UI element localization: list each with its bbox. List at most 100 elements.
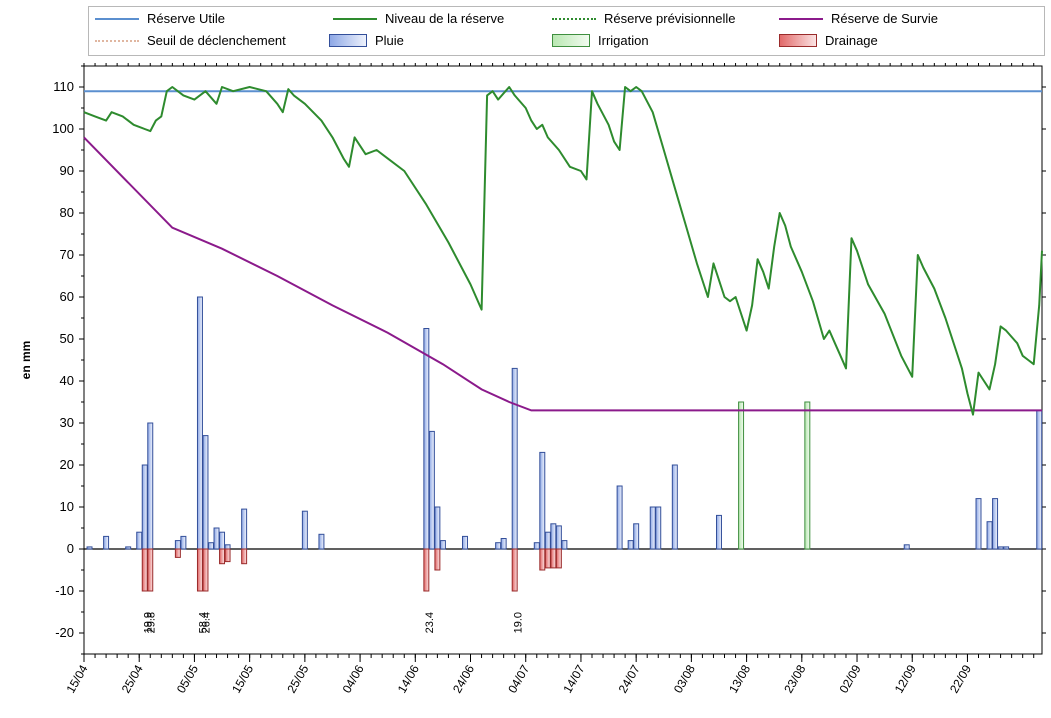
drainage-bar	[196, 548, 203, 592]
pluie-bar	[500, 538, 507, 550]
pluie-bar	[671, 464, 678, 550]
drainage-bar	[544, 548, 551, 569]
drainage-bar	[174, 548, 181, 558]
x-tick-label: 05/05	[174, 662, 201, 695]
legend-item-drainage: Drainage	[775, 33, 878, 48]
x-tick-label: 24/07	[616, 662, 643, 695]
pluie-bar	[903, 544, 910, 550]
pluie-bar	[208, 542, 214, 550]
pluie-bar	[627, 540, 634, 550]
drainage-bar	[219, 548, 226, 565]
pluie-bar	[533, 542, 540, 550]
pluie-bar	[544, 531, 551, 550]
legend-swatch-pluie	[329, 34, 367, 47]
pluie-bar	[147, 422, 154, 550]
x-tick-label: 22/09	[947, 662, 974, 695]
niveau-reserve-line	[83, 86, 1043, 416]
pluie-bar	[241, 508, 248, 550]
pluie-bar	[997, 546, 1004, 550]
drainage-bar	[141, 548, 148, 592]
pluie-bar	[213, 527, 220, 550]
pluie-bar	[1003, 546, 1010, 550]
pluie-bar	[539, 451, 546, 550]
pluie-bar	[136, 531, 143, 550]
pluie-bar	[86, 546, 93, 550]
x-tick-label: 02/09	[836, 662, 863, 695]
drainage-bar	[423, 548, 430, 592]
pluie-bar	[1036, 409, 1043, 550]
legend-label: Réserve Utile	[147, 11, 226, 26]
y-tick-label: 110	[53, 79, 74, 94]
y-tick-label: 60	[60, 289, 74, 304]
legend-label: Réserve prévisionnelle	[604, 11, 736, 26]
x-tick-label: 13/08	[726, 662, 753, 695]
drainage-annotation: 19.0	[512, 612, 524, 633]
x-tick-label: 25/05	[284, 662, 311, 695]
legend-swatch-reserve-survie	[779, 17, 823, 20]
y-tick-label: -20	[55, 625, 74, 640]
pluie-bar	[318, 533, 325, 550]
pluie-bar	[196, 296, 203, 550]
legend-label: Irrigation	[598, 33, 649, 48]
drainage-bar	[202, 548, 209, 592]
pluie-bar	[180, 535, 187, 550]
y-tick-label: -10	[55, 583, 74, 598]
x-tick-label: 12/09	[892, 662, 919, 695]
drainage-bar	[147, 548, 154, 592]
y-tick-label: 0	[67, 541, 74, 556]
y-tick-label: 70	[60, 247, 74, 262]
drainage-annotation: 29.8	[145, 612, 157, 633]
drainage-bar	[511, 548, 518, 592]
drainage-bar	[224, 548, 231, 563]
drainage-bar	[241, 548, 248, 565]
legend-item-reserve-survie: Réserve de Survie	[779, 11, 938, 26]
pluie-bar	[301, 510, 308, 550]
plot-area: -20 -10 0 10 20 30 40 50 60 70 80 90 100 110 en mm 15/0…	[19, 63, 1046, 696]
drainage-bar	[539, 548, 546, 571]
y-tick-label: 90	[60, 163, 74, 178]
pluie-bar	[219, 531, 226, 550]
x-tick-label: 03/08	[671, 662, 698, 695]
x-tick-label: 14/06	[395, 662, 422, 695]
pluie-bar	[439, 540, 446, 550]
legend-item-irrigation: Irrigation	[548, 33, 649, 48]
y-tick-label: 80	[60, 205, 74, 220]
reserve-survie-line	[83, 136, 1042, 412]
legend-label: Niveau de la réserve	[385, 11, 505, 26]
legend-label: Seuil de déclenchement	[147, 33, 286, 48]
legend-swatch-drainage	[779, 34, 817, 47]
legend-label: Réserve de Survie	[831, 11, 938, 26]
x-tick-label: 04/07	[505, 662, 532, 695]
pluie-bar	[633, 523, 640, 550]
pluie-bar	[975, 498, 982, 550]
drainage-annotation: 19.9	[142, 612, 154, 633]
legend-swatch-reserve-previsionnelle	[552, 17, 596, 20]
pluie-bar	[428, 430, 435, 550]
drainage-annotation: 26.4	[200, 612, 212, 633]
x-tick-label: 24/06	[450, 662, 477, 695]
pluie-bar	[555, 525, 562, 550]
y-tick-label: 10	[60, 499, 74, 514]
drainage-annotation: 58.4	[198, 612, 210, 633]
y-axis-label: en mm	[19, 341, 33, 380]
legend-item-pluie: Pluie	[325, 33, 404, 48]
y-tick-label: 30	[60, 415, 74, 430]
y-tick-label: 50	[60, 331, 74, 346]
x-tick-label: 25/04	[119, 662, 146, 695]
pluie-bar	[511, 367, 518, 550]
drainage-bar	[550, 548, 557, 569]
pluie-bar	[202, 435, 209, 550]
legend-item-reserve-previsionnelle: Réserve prévisionnelle	[552, 11, 736, 26]
pluie-bar	[550, 523, 557, 550]
irrigation-bar	[804, 401, 811, 550]
legend-swatch-niveau-reserve	[333, 17, 377, 20]
pluie-bar	[423, 328, 430, 550]
irrigation-bar	[738, 401, 745, 550]
legend-item-niveau-reserve: Niveau de la réserve	[333, 11, 504, 26]
x-tick-label: 14/07	[560, 662, 587, 695]
chart-legend: Réserve Utile Niveau de la réserve Réser…	[88, 6, 1045, 56]
y-tick-label: 100	[52, 121, 74, 136]
pluie-bar	[462, 535, 468, 550]
pluie-bar	[103, 535, 110, 550]
